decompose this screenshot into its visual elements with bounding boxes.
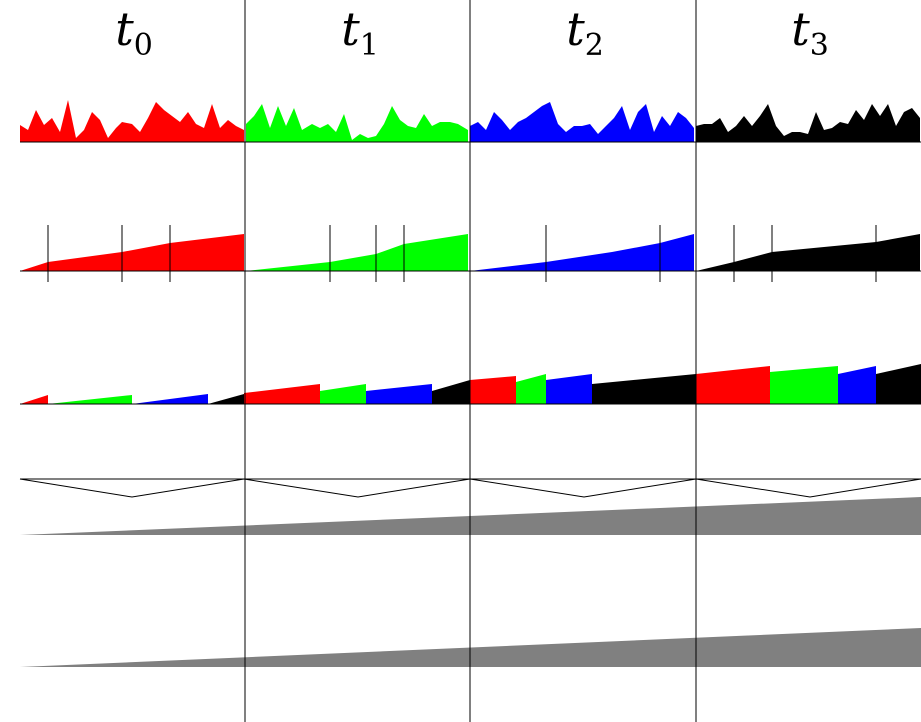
segment-t3-blue xyxy=(838,366,876,404)
noise-signal-t2 xyxy=(470,102,694,142)
segment-t3-red xyxy=(696,366,770,404)
cumulative-ramp-t3 xyxy=(696,234,920,271)
noise-signal-t3 xyxy=(696,104,920,142)
segment-t0-red xyxy=(20,395,48,404)
column-label-t2: t2 xyxy=(566,2,604,63)
column-label-t0: t0 xyxy=(115,2,153,63)
segment-t2-black xyxy=(592,374,696,404)
segment-t0-blue xyxy=(132,394,208,404)
noise-signal-t1 xyxy=(246,104,468,142)
sample-ticks xyxy=(47,225,877,282)
row-segments xyxy=(20,364,921,404)
segment-t0-black xyxy=(208,394,244,404)
segment-t2-blue xyxy=(546,374,592,404)
segment-t1-red xyxy=(244,384,320,404)
cumulative-ramp-t2 xyxy=(470,234,694,271)
column-dividers xyxy=(244,0,697,722)
segment-t2-green xyxy=(516,374,546,404)
segment-t3-black xyxy=(876,364,921,404)
row-cumulative xyxy=(20,225,920,282)
cumulative-ramp-t0 xyxy=(20,234,244,271)
segment-t1-black xyxy=(432,380,470,404)
segment-t0-green xyxy=(48,395,132,404)
column-label-t1: t1 xyxy=(341,2,379,63)
segment-t1-blue xyxy=(366,384,432,404)
cumulative-ramp-t1 xyxy=(246,234,468,271)
noise-signal-t0 xyxy=(20,100,244,142)
segment-t3-green xyxy=(770,366,838,404)
segment-t1-green xyxy=(320,384,366,404)
segment-t2-red xyxy=(470,376,516,404)
row-noise-signal xyxy=(20,100,920,142)
column-label-t3: t3 xyxy=(791,2,829,63)
